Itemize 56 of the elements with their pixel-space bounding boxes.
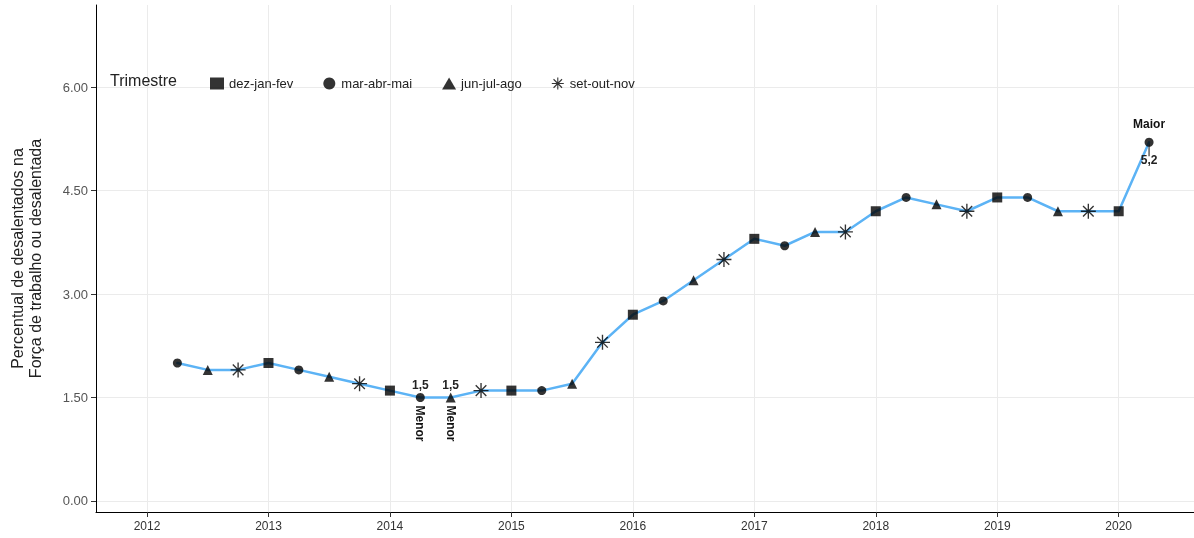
x-tick-label: 2020 [1105, 519, 1133, 533]
y-tick-label: 1.50 [62, 389, 88, 405]
y-tick-label: 6.00 [62, 79, 88, 95]
point [384, 385, 395, 396]
point [870, 206, 881, 217]
point [901, 192, 911, 202]
x-tick-label: 2014 [376, 519, 404, 533]
point [1144, 137, 1154, 147]
point [415, 393, 425, 402]
annotation: Menor [443, 405, 458, 442]
point [1052, 206, 1063, 217]
point [473, 383, 489, 399]
data-label: 1,5 [442, 378, 460, 393]
x-tick-label: 2017 [740, 519, 768, 533]
point [810, 226, 821, 237]
point [567, 378, 578, 389]
x-tick-label: 2018 [862, 519, 890, 533]
point [324, 371, 335, 382]
point [931, 199, 942, 210]
y-tick-label: 3.00 [62, 286, 88, 302]
point [627, 309, 638, 320]
point [992, 192, 1003, 203]
point [230, 362, 246, 378]
point [1023, 192, 1033, 202]
point [749, 233, 760, 244]
annotation: Menor [413, 405, 428, 442]
point [658, 296, 668, 306]
annotation: Maior [1133, 117, 1166, 132]
point [837, 224, 853, 240]
point [959, 203, 975, 219]
x-tick-label: 2019 [983, 519, 1011, 533]
y-tick-label: 0.00 [62, 493, 88, 509]
legend-title: Trimestre [110, 71, 178, 89]
point [263, 358, 274, 368]
data-label: 1,5 [411, 378, 429, 393]
point [506, 385, 517, 396]
legend-label: mar-abr-mai [341, 76, 413, 91]
x-tick-label: 2012 [133, 519, 161, 533]
point [780, 241, 790, 251]
x-tick-label: 2016 [619, 519, 647, 533]
point [202, 364, 213, 375]
point [537, 386, 547, 396]
point [172, 358, 182, 368]
legend-label: dez-jan-fev [229, 76, 294, 91]
x-tick-label: 2013 [255, 519, 283, 533]
point [445, 392, 456, 403]
y-axis-title: Percentual de desalentados na Força de trabalho ou desalentada [8, 138, 44, 379]
legend-label: jun-jul-ago [460, 76, 522, 91]
data-label: 5,2 [1140, 153, 1158, 168]
point [688, 275, 699, 286]
y-tick-label: 4.50 [62, 183, 88, 199]
legend-label: set-out-nov [569, 76, 636, 91]
point [716, 252, 732, 268]
x-tick-label: 2015 [498, 519, 526, 533]
point [294, 365, 304, 375]
point [1113, 206, 1124, 217]
